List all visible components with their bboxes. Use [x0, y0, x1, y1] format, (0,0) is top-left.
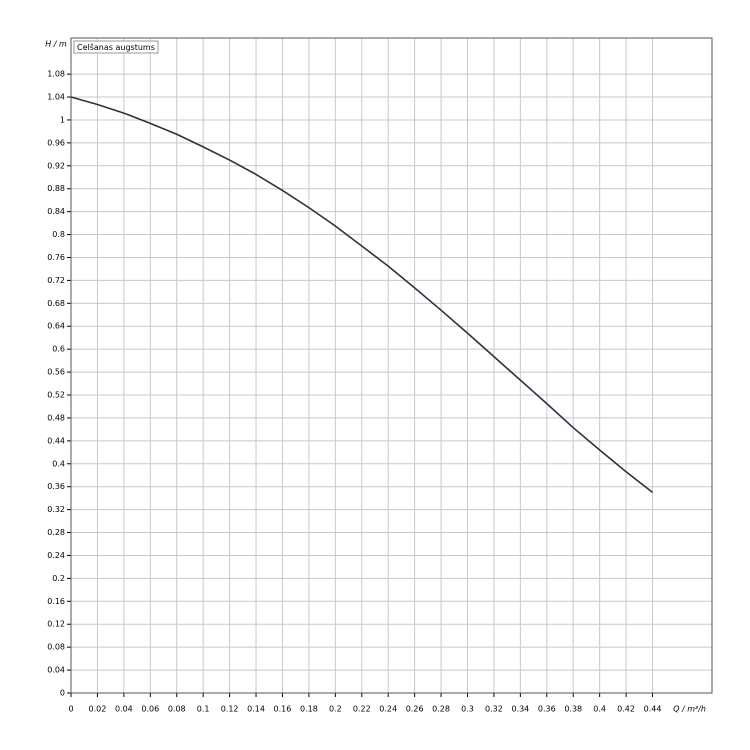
y-tick-label: 0.48: [47, 413, 65, 422]
x-tick-label: 0.22: [353, 705, 371, 714]
line-series: [70, 96, 654, 494]
x-tick-label: 0.34: [511, 705, 529, 714]
y-tick-label: 0.24: [47, 551, 65, 560]
x-tick-label: 0.12: [221, 705, 239, 714]
x-tick-label: 0.4: [593, 705, 606, 714]
y-tick-label: 0.28: [47, 528, 65, 537]
x-tick-label: 0.36: [538, 705, 556, 714]
x-tick-label: 0.28: [432, 705, 450, 714]
y-tick-label: 0.16: [47, 597, 65, 606]
y-tick-label: 0.04: [47, 666, 65, 675]
x-tick-label: 0.16: [274, 705, 292, 714]
x-tick-label: 0.3: [461, 705, 474, 714]
y-tick-label: 0.08: [47, 643, 65, 652]
legend-box: [73, 40, 159, 54]
y-tick-label: 0.44: [47, 436, 65, 445]
y-tick-label: 0.68: [47, 299, 65, 308]
y-tick-label: 0.6: [52, 345, 65, 354]
x-tick-label: 0.2: [329, 705, 342, 714]
x-tick-label: 0.32: [485, 705, 503, 714]
y-tick-label: 0.96: [47, 138, 65, 147]
y-tick-label: 0.12: [47, 620, 65, 629]
y-tick-label: 1.04: [47, 93, 65, 102]
y-tick-label: 0.84: [47, 207, 65, 216]
x-tick-label: 0.1: [197, 705, 210, 714]
x-tick-label: 0.06: [141, 705, 159, 714]
y-tick-label: 0.92: [47, 161, 65, 170]
x-tick-label: 0: [68, 705, 73, 714]
x-tick-label: 0.44: [644, 705, 662, 714]
plot-frame: [70, 37, 713, 694]
x-tick-label: 0.26: [406, 705, 424, 714]
x-tick-label: 0.24: [379, 705, 397, 714]
y-tick-label: 0.88: [47, 184, 65, 193]
y-tick-label: 0: [60, 689, 65, 698]
x-tick-label: 0.08: [168, 705, 186, 714]
y-tick-label: 1.08: [47, 70, 65, 79]
plot-area: [71, 38, 712, 693]
y-tick-label: 1: [60, 115, 65, 124]
x-tick-label: 0.18: [300, 705, 318, 714]
y-tick-label: 0.36: [47, 482, 65, 491]
x-tick-label: 0.38: [564, 705, 582, 714]
y-tick-label: 0.4: [52, 459, 65, 468]
y-tick-label: 0.76: [47, 253, 65, 262]
legend-label: Celšanas augstums: [77, 42, 155, 52]
y-tick-label: 0.64: [47, 322, 65, 331]
x-axis-label: Q / m³/h: [673, 705, 706, 714]
y-tick-label: 0.2: [52, 574, 65, 583]
x-tick-label: 0.04: [115, 705, 133, 714]
y-tick-label: 0.32: [47, 505, 65, 514]
y-tick-label: 0.72: [47, 276, 65, 285]
y-tick-label: 0.56: [47, 368, 65, 377]
y-axis-label: H / m: [45, 40, 67, 49]
x-tick-label: 0.14: [247, 705, 265, 714]
y-tick-label: 0.8: [52, 230, 65, 239]
x-tick-label: 0.42: [617, 705, 635, 714]
x-tick-label: 0.02: [89, 705, 107, 714]
y-tick-label: 0.52: [47, 391, 65, 400]
